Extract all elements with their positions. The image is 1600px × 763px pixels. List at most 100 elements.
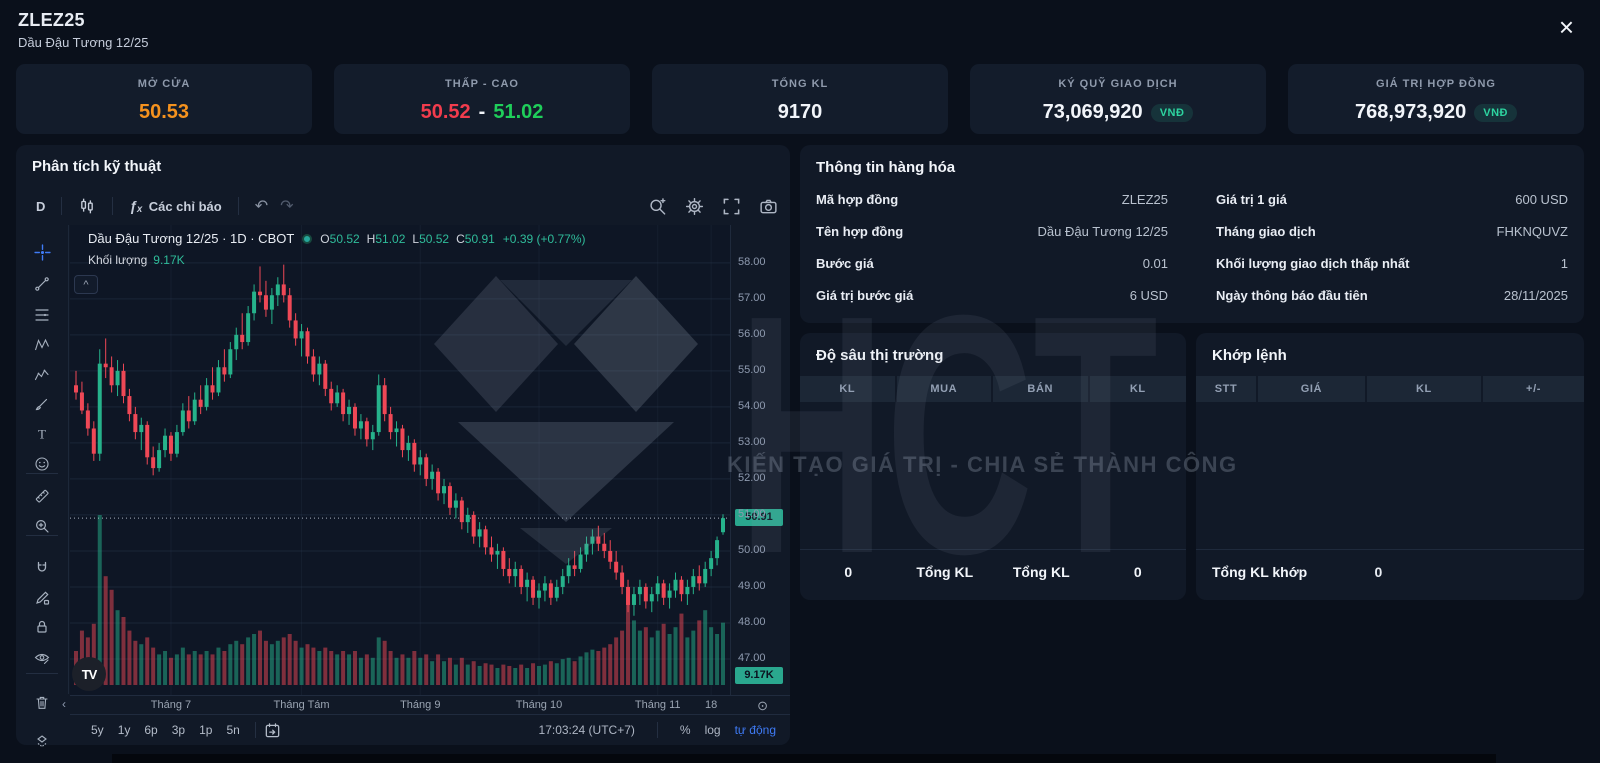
info-row: Giá trị bước giá 6 USD — [816, 288, 1168, 303]
fib-retracement-icon[interactable] — [27, 302, 57, 328]
collapse-pane-chevron-icon[interactable]: ‹ — [62, 697, 66, 711]
symbol-title: ZLEZ25 — [18, 10, 85, 30]
price-axis-label: 51.00 — [738, 507, 766, 520]
depth-totals-row: 0 Tổng KL Tổng KL 0 — [800, 549, 1186, 580]
text-tool-icon[interactable]: T — [27, 421, 57, 447]
interval-button[interactable]: D — [36, 198, 46, 214]
stat-contract-value-value: 768,973,920 — [1355, 101, 1467, 123]
indicators-button[interactable]: ƒₓ Các chỉ báo — [123, 196, 227, 216]
time-axis[interactable]: ‹ ⊙ Tháng 7 Tháng Tám Tháng 9 Tháng 10 Tháng… — [62, 695, 790, 714]
info-row: Giá trị 1 giá 600 USD — [1216, 192, 1568, 207]
elliott-wave-icon[interactable] — [27, 362, 57, 388]
price-axis-label: 48.00 — [738, 615, 766, 628]
drawing-lock-pencil-icon[interactable] — [27, 585, 57, 611]
matched-orders-panel: Khớp lệnh STT GIÁ KL +/- Tổng KL khớp 0 — [1196, 333, 1584, 600]
stat-low-high: THẤP - CAO 50.52 - 51.02 — [334, 64, 630, 134]
time-axis-label: Tháng 11 — [634, 699, 681, 711]
volume-legend-value: 9.17K — [153, 253, 185, 267]
legend-series-title[interactable]: Dầu Đậu Tương 12/25 · 1D · CBOT — [88, 231, 295, 246]
price-axis-label: 58.00 — [738, 255, 766, 268]
magnet-icon[interactable] — [27, 555, 57, 581]
stat-open: MỞ CỬA 50.53 — [16, 64, 312, 134]
range-1y-button[interactable]: 1y — [117, 723, 131, 737]
brush-icon[interactable] — [27, 391, 57, 417]
panel-title: Thông tin hàng hóa — [816, 159, 956, 176]
bottom-strip — [112, 754, 1496, 763]
range-5y-button[interactable]: 5y — [91, 723, 104, 737]
object-tree-icon[interactable] — [27, 729, 57, 755]
symbol-subtitle: Dầu Đậu Tương 12/25 — [18, 35, 149, 50]
stat-low-value: 50.52 — [420, 101, 471, 123]
instrument-header: ZLEZ25 Dầu Đậu Tương 12/25 — [18, 10, 148, 50]
price-axis-label: 52.00 — [738, 471, 766, 484]
stat-margin-value: 73,069,920 — [1042, 101, 1143, 123]
info-row: Bước giá 0.01 — [816, 256, 1168, 271]
collapse-legend-button[interactable]: ^ — [74, 275, 98, 294]
undo-icon[interactable]: ↶ — [254, 198, 269, 215]
stat-label: MỞ CỬA — [137, 78, 191, 90]
price-axis-label: 54.00 — [738, 399, 766, 412]
stat-label: TỔNG KL — [771, 78, 829, 90]
chart-type-candles-icon[interactable] — [72, 195, 102, 217]
chart-plot-area[interactable] — [70, 225, 730, 695]
panel-title: Phân tích kỹ thuật — [32, 158, 162, 175]
hide-drawings-eye-icon[interactable] — [27, 645, 57, 671]
emoji-icon[interactable] — [27, 451, 57, 477]
matched-total-label: Tổng KL khớp — [1212, 564, 1308, 580]
range-6m-button[interactable]: 6p — [144, 723, 158, 737]
volume-legend-label[interactable]: Khối lượng — [88, 253, 148, 267]
scroll-to-realtime-icon[interactable]: ⊙ — [757, 698, 768, 713]
redo-icon[interactable]: ↷ — [280, 198, 294, 215]
last-volume-tag: 9.17K — [735, 667, 783, 684]
close-icon[interactable]: × — [1558, 12, 1574, 42]
sell-total-volume: 0 — [1133, 564, 1142, 580]
trend-line-icon[interactable] — [27, 271, 57, 297]
lock-icon[interactable] — [27, 614, 57, 640]
market-status-dot-icon — [302, 233, 313, 244]
price-axis-label: 49.00 — [738, 579, 766, 592]
legend-ohlc: O50.52 H51.02 L50.52 C50.91 — [320, 231, 495, 246]
stat-contract-value: GIÁ TRỊ HỢP ĐỒNG 768,973,920 VNĐ — [1288, 64, 1584, 134]
log-scale-button[interactable]: log — [704, 723, 721, 737]
price-axis-label: 56.00 — [738, 327, 766, 340]
go-to-date-calendar-icon[interactable] — [264, 722, 281, 739]
time-axis-label: 18 — [705, 699, 718, 711]
zoom-in-icon[interactable] — [27, 513, 57, 539]
price-axis-label: 50.00 — [738, 543, 766, 556]
info-row: Tên hợp đồng Dầu Đậu Tương 12/25 — [816, 224, 1168, 239]
svg-text:T: T — [38, 427, 46, 442]
range-5d-button[interactable]: 5n — [226, 723, 240, 737]
panel-title: Độ sâu thị trường — [816, 347, 944, 364]
legend-change: +0.39 (+0.77%) — [502, 231, 586, 246]
crosshair-icon[interactable] — [27, 239, 57, 265]
screenshot-camera-icon[interactable] — [759, 197, 778, 216]
buy-total-label: Tổng KL — [916, 564, 974, 580]
chart-legend: Dầu Đậu Tương 12/25 · 1D · CBOT O50.52 H5… — [74, 231, 586, 294]
range-1m-button[interactable]: 1p — [199, 723, 213, 737]
time-axis-label: Tháng Tám — [273, 699, 330, 711]
percent-scale-button[interactable]: % — [679, 723, 691, 737]
chart-toolbar: D ƒₓ Các chỉ báo ↶ ↷ — [16, 189, 790, 223]
stats-row: MỞ CỬA 50.53 THẤP - CAO 50.52 - 51.02 TỔ… — [16, 64, 1584, 134]
tradingview-logo[interactable]: TV — [72, 657, 106, 691]
time-axis-label: Tháng 7 — [150, 699, 192, 711]
auto-scale-button[interactable]: tự động — [734, 723, 776, 737]
last-price-tag: 50.91 — [735, 509, 783, 527]
fullscreen-icon[interactable] — [722, 197, 741, 216]
clock-label[interactable]: 17:03:24 (UTC+7) — [538, 723, 635, 737]
range-3m-button[interactable]: 3p — [171, 723, 186, 737]
stat-label: KÝ QUỸ GIAO DỊCH — [1058, 78, 1178, 90]
delete-trash-icon[interactable] — [27, 690, 57, 716]
settings-gear-icon[interactable] — [685, 197, 704, 216]
info-row: Mã hợp đồng ZLEZ25 — [816, 192, 1168, 207]
quick-search-icon[interactable] — [648, 197, 667, 216]
xabcd-pattern-icon[interactable] — [27, 332, 57, 358]
ruler-icon[interactable] — [27, 483, 57, 509]
time-axis-label: Tháng 9 — [400, 699, 441, 711]
technical-analysis-panel: Phân tích kỹ thuật D ƒₓ Các chỉ báo ↶ ↷ — [16, 145, 790, 748]
market-depth-panel: Độ sâu thị trường KL MUA BÁN KL 0 Tổng K… — [800, 333, 1186, 600]
commodity-info-panel: Thông tin hàng hóa Mã hợp đồng ZLEZ25 Giá… — [800, 145, 1584, 323]
price-axis[interactable]: 50.91 9.17K 58.00 57.00 56.00 55.00 54.00 53.… — [730, 225, 790, 695]
matched-total-row: Tổng KL khớp 0 — [1196, 549, 1584, 580]
stat-total-volume: TỔNG KL 9170 — [652, 64, 948, 134]
